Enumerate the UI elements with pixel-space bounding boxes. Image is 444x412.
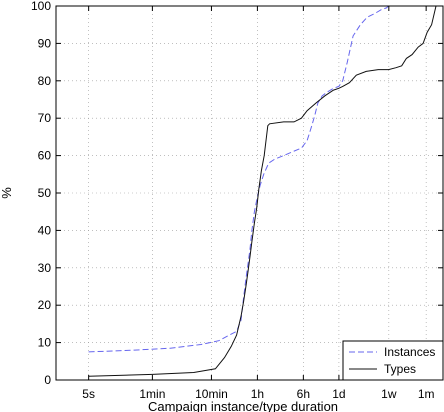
y-tick-label: 0 [44, 373, 51, 387]
legend-label-instances: Instances [384, 345, 435, 359]
x-tick-label: 10min [195, 387, 228, 401]
x-tick-label: 1d [332, 387, 345, 401]
y-tick-label: 100 [31, 0, 51, 13]
y-axis-label: % [0, 187, 14, 199]
y-tick-label: 20 [38, 298, 52, 312]
series-line-types [88, 5, 437, 377]
legend: Instances Types [342, 340, 444, 381]
x-tick-label: 1m [418, 387, 435, 401]
x-axis-label: Campaign instance/type duration [148, 399, 338, 412]
y-tick-label: 90 [38, 36, 52, 50]
legend-box [342, 340, 444, 381]
grid [56, 6, 443, 380]
x-tick-label: 1w [381, 387, 397, 401]
x-tick-label: 6h [297, 387, 310, 401]
y-tick-label: 50 [38, 186, 52, 200]
y-tick-label: 10 [38, 336, 52, 350]
x-tick-label: 1min [139, 387, 165, 401]
y-tick-label: 60 [38, 149, 52, 163]
series-group [88, 5, 437, 377]
y-tick-label: 80 [38, 74, 52, 88]
y-tick-label: 30 [38, 261, 52, 275]
y-tick-label: 40 [38, 223, 52, 237]
y-tick-label: 70 [38, 111, 52, 125]
legend-label-types: Types [384, 362, 416, 376]
x-tick-label: 5s [82, 387, 95, 401]
x-tick-label: 1h [251, 387, 264, 401]
axis-tick-labels: 0 10 20 30 40 50 60 70 80 90 100 5s 1min 10min 1h 6h 1d 1… [31, 0, 435, 401]
